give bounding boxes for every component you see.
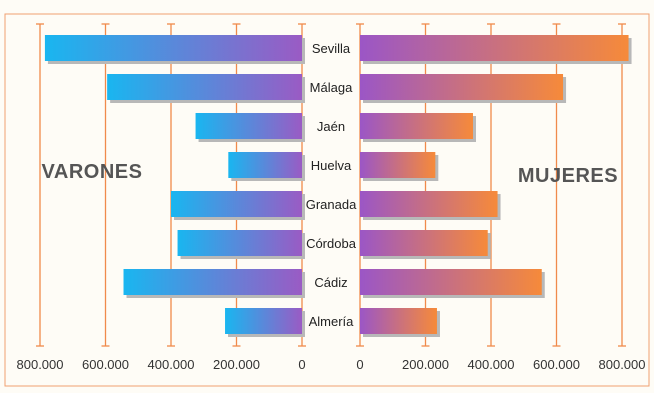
x-tick-label-right: 600.000 — [533, 357, 580, 372]
bar-mujeres-2 — [360, 113, 473, 139]
x-tick-label-right: 0 — [356, 357, 363, 372]
x-tick-label-right: 200.000 — [402, 357, 449, 372]
x-tick-label-right: 800.000 — [599, 357, 646, 372]
category-label: Córdoba — [306, 236, 357, 251]
x-tick-label-left: 800.000 — [17, 357, 64, 372]
bar-mujeres-1 — [360, 74, 563, 100]
bar-mujeres-7 — [360, 308, 437, 334]
bar-varones-1 — [107, 74, 302, 100]
bar-varones-5 — [178, 230, 302, 256]
x-tick-label-right: 400.000 — [468, 357, 515, 372]
category-label: Huelva — [311, 158, 352, 173]
bar-varones-2 — [196, 113, 302, 139]
x-tick-label-left: 0 — [298, 357, 305, 372]
bar-varones-7 — [225, 308, 302, 334]
x-tick-label-left: 200.000 — [213, 357, 260, 372]
bar-mujeres-3 — [360, 152, 435, 178]
category-label: Jaén — [317, 119, 345, 134]
series-label-mujeres: MUJERES — [518, 165, 618, 187]
x-tick-label-left: 600.000 — [82, 357, 129, 372]
category-label: Granada — [306, 197, 357, 212]
bar-varones-4 — [171, 191, 302, 217]
category-label: Sevilla — [312, 41, 351, 56]
category-label: Cádiz — [314, 275, 347, 290]
bar-mujeres-4 — [360, 191, 498, 217]
x-tick-label-left: 400.000 — [148, 357, 195, 372]
bar-mujeres-0 — [360, 35, 629, 61]
bar-mujeres-5 — [360, 230, 488, 256]
bar-varones-3 — [228, 152, 302, 178]
category-label: Málaga — [310, 80, 353, 95]
category-label: Almería — [309, 314, 355, 329]
bar-mujeres-6 — [360, 269, 542, 295]
bar-varones-0 — [45, 35, 302, 61]
bar-varones-6 — [124, 269, 302, 295]
series-label-varones: VARONES — [42, 161, 143, 183]
